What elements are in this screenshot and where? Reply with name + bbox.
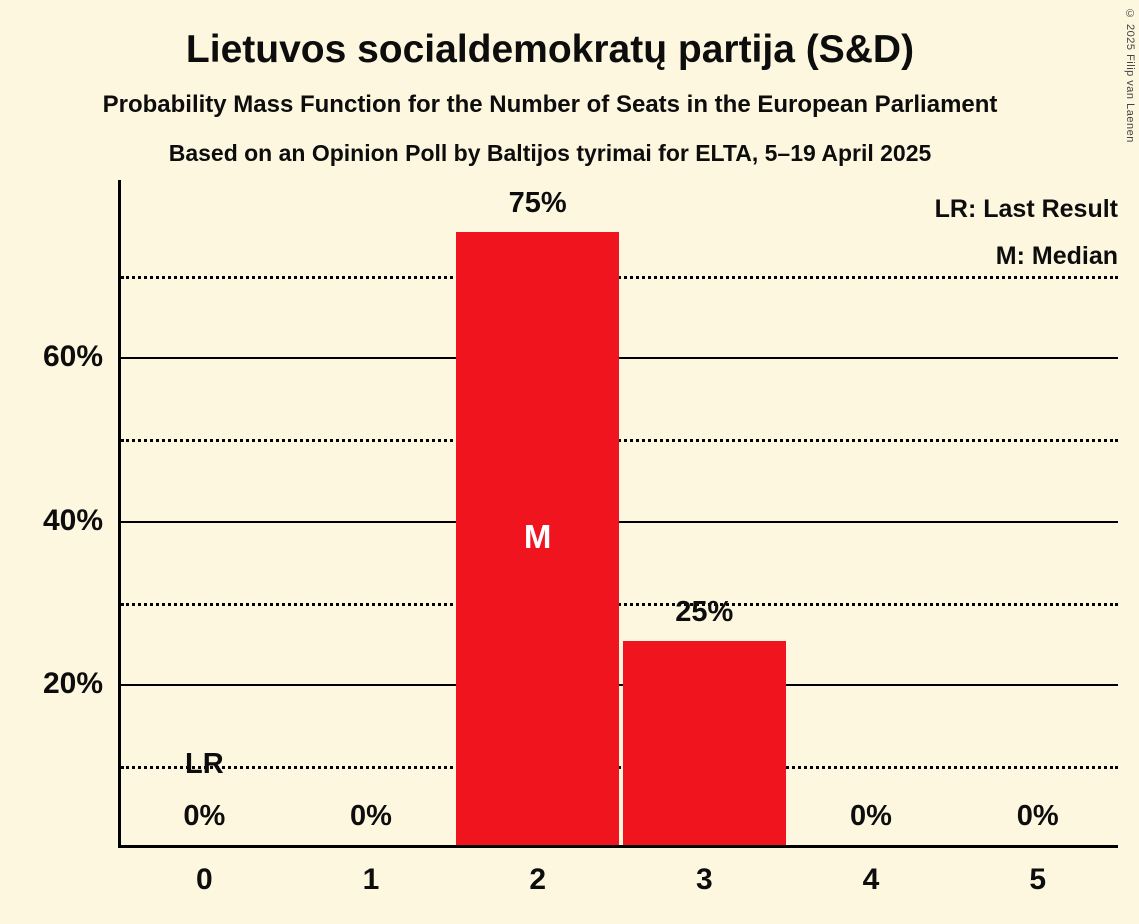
median-marker: M (523, 518, 552, 556)
gridline-solid-40pct (121, 520, 1118, 523)
plot-area: 20% 40% 60% 0% 0 LR 0% 1 75% 2 M 25% 3 0% 4 0% 5 (43, 180, 1118, 896)
legend-median: M: Median (995, 242, 1118, 270)
bar-seat-2 (456, 231, 619, 845)
gridline-solid-60pct (121, 357, 1118, 360)
bar-value-label-seat-0: 0% (183, 800, 226, 832)
x-axis-label-seat-2: 2 (529, 863, 546, 896)
copyright-notice: © 2025 Filip van Laenen (1124, 8, 1136, 143)
legend-last-result: LR: Last Result (934, 195, 1118, 223)
chart-subtitle-poll: Based on an Opinion Poll by Baltijos tyr… (168, 140, 932, 166)
x-axis-label-seat-3: 3 (695, 863, 713, 896)
chart-subtitle-pmf: Probability Mass Function for the Number… (102, 91, 998, 118)
x-axis-label-seat-4: 4 (862, 863, 880, 896)
y-axis-label-20pct: 20% (42, 667, 103, 701)
gridline-dotted-30pct (121, 602, 1118, 606)
chart-title: Lietuvos socialdemokratų partija (S&D) (185, 28, 915, 71)
bar-value-label-seat-1: 0% (350, 800, 392, 832)
gridline-dotted-70pct (121, 275, 1118, 279)
gridline-dotted-10pct (121, 766, 1118, 770)
last-result-marker: LR (184, 748, 224, 780)
gridline-solid-20pct (121, 684, 1118, 687)
x-axis-label-seat-1: 1 (362, 863, 380, 896)
y-axis-label-40pct: 40% (42, 503, 103, 537)
bar-value-label-seat-4: 0% (850, 800, 892, 832)
bar-value-label-seat-5: 0% (1016, 800, 1059, 832)
bar-value-label-seat-3: 25% (675, 595, 734, 628)
x-axis-label-seat-0: 0 (195, 863, 213, 896)
legend: LR: Last Result M: Median (935, 186, 1118, 280)
bar-value-label-seat-2: 75% (508, 186, 567, 219)
y-axis-label-60pct: 60% (42, 340, 103, 374)
x-axis-label-seat-5: 5 (1029, 863, 1046, 896)
bar-seat-3 (623, 640, 786, 845)
gridline-dotted-50pct (121, 439, 1118, 443)
